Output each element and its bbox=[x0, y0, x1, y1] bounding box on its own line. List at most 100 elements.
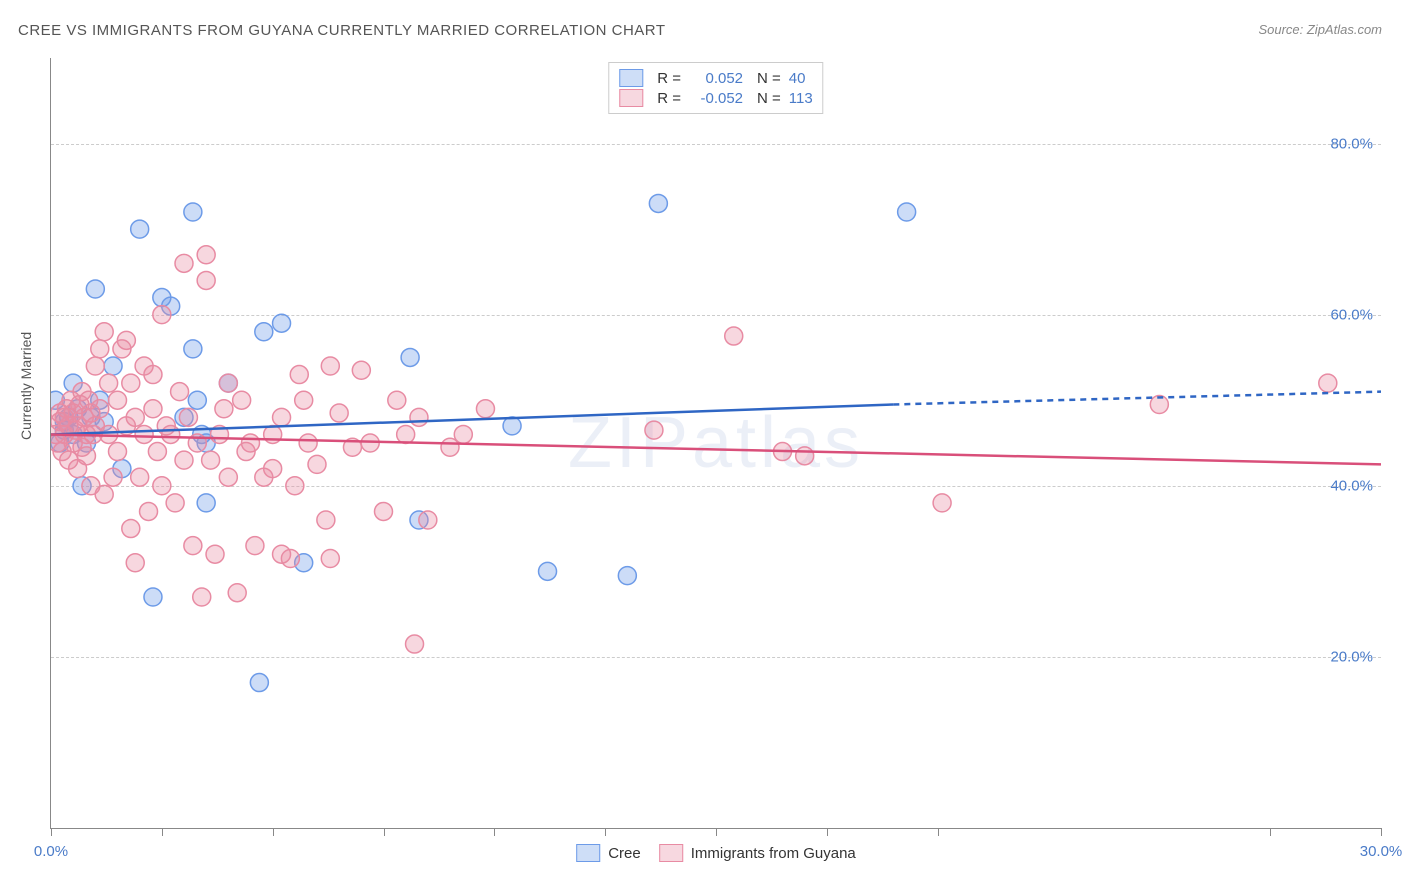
x-tick bbox=[384, 828, 385, 836]
legend-r-label: R = bbox=[657, 70, 681, 87]
y-axis-label: Currently Married bbox=[18, 332, 34, 440]
x-tick bbox=[827, 828, 828, 836]
legend-row: R = 0.052 N = 40 bbox=[619, 69, 812, 87]
legend-n-label: N = bbox=[757, 70, 781, 87]
x-tick bbox=[494, 828, 495, 836]
data-point bbox=[219, 468, 237, 486]
data-point bbox=[255, 323, 273, 341]
data-point bbox=[539, 562, 557, 580]
data-point bbox=[109, 391, 127, 409]
data-point bbox=[375, 502, 393, 520]
data-point bbox=[233, 391, 251, 409]
data-point bbox=[197, 494, 215, 512]
legend-n-label: N = bbox=[757, 90, 781, 107]
data-point bbox=[206, 545, 224, 563]
regression-line-ext bbox=[893, 392, 1381, 405]
data-point bbox=[86, 280, 104, 298]
legend-swatch bbox=[659, 844, 683, 862]
data-point bbox=[144, 366, 162, 384]
data-point bbox=[299, 434, 317, 452]
data-point bbox=[184, 537, 202, 555]
chart-title: CREE VS IMMIGRANTS FROM GUYANA CURRENTLY… bbox=[18, 22, 666, 39]
data-point bbox=[295, 391, 313, 409]
x-tick bbox=[162, 828, 163, 836]
data-point bbox=[454, 425, 472, 443]
data-point bbox=[388, 391, 406, 409]
data-point bbox=[95, 485, 113, 503]
data-point bbox=[725, 327, 743, 345]
legend-swatch bbox=[576, 844, 600, 862]
x-tick bbox=[716, 828, 717, 836]
source-attribution: Source: ZipAtlas.com bbox=[1258, 22, 1382, 37]
data-point bbox=[264, 460, 282, 478]
data-point bbox=[281, 550, 299, 568]
data-point bbox=[184, 340, 202, 358]
data-point bbox=[175, 451, 193, 469]
data-point bbox=[796, 447, 814, 465]
data-point bbox=[419, 511, 437, 529]
data-point bbox=[122, 374, 140, 392]
data-point bbox=[91, 340, 109, 358]
legend-swatch bbox=[619, 69, 643, 87]
data-point bbox=[122, 520, 140, 538]
series-name: Cree bbox=[608, 845, 641, 862]
data-point bbox=[179, 408, 197, 426]
x-tick bbox=[938, 828, 939, 836]
data-point bbox=[126, 408, 144, 426]
x-tick bbox=[1270, 828, 1271, 836]
data-point bbox=[321, 357, 339, 375]
data-point bbox=[135, 425, 153, 443]
data-point bbox=[104, 357, 122, 375]
data-point bbox=[202, 451, 220, 469]
data-point bbox=[273, 408, 291, 426]
data-point bbox=[109, 443, 127, 461]
data-point bbox=[397, 425, 415, 443]
data-point bbox=[1319, 374, 1337, 392]
series-legend: Cree Immigrants from Guyana bbox=[576, 844, 856, 862]
data-point bbox=[175, 254, 193, 272]
series-legend-item: Immigrants from Guyana bbox=[659, 844, 856, 862]
correlation-legend: R = 0.052 N = 40 R = -0.052 N = 113 bbox=[608, 62, 823, 114]
x-tick bbox=[273, 828, 274, 836]
x-tick bbox=[1381, 828, 1382, 836]
data-point bbox=[184, 203, 202, 221]
series-name: Immigrants from Guyana bbox=[691, 845, 856, 862]
data-point bbox=[140, 502, 158, 520]
data-point bbox=[290, 366, 308, 384]
x-tick bbox=[605, 828, 606, 836]
data-point bbox=[77, 447, 95, 465]
data-point bbox=[321, 550, 339, 568]
legend-n-value: 113 bbox=[789, 90, 813, 107]
legend-n-value: 40 bbox=[789, 70, 806, 87]
data-point bbox=[476, 400, 494, 418]
data-point bbox=[100, 374, 118, 392]
data-point bbox=[503, 417, 521, 435]
data-point bbox=[131, 220, 149, 238]
data-point bbox=[215, 400, 233, 418]
legend-r-value: -0.052 bbox=[689, 90, 743, 107]
data-point bbox=[273, 314, 291, 332]
data-point bbox=[317, 511, 335, 529]
data-point bbox=[197, 271, 215, 289]
data-point bbox=[131, 468, 149, 486]
data-point bbox=[228, 584, 246, 602]
data-point bbox=[153, 306, 171, 324]
data-point bbox=[171, 383, 189, 401]
data-point bbox=[166, 494, 184, 512]
series-legend-item: Cree bbox=[576, 844, 641, 862]
x-tick-label: 30.0% bbox=[1360, 843, 1403, 860]
data-point bbox=[153, 477, 171, 495]
data-point bbox=[144, 588, 162, 606]
data-point bbox=[330, 404, 348, 422]
data-point bbox=[308, 455, 326, 473]
data-point bbox=[95, 323, 113, 341]
data-point bbox=[352, 361, 370, 379]
legend-row: R = -0.052 N = 113 bbox=[619, 89, 812, 107]
x-tick bbox=[51, 828, 52, 836]
data-point bbox=[91, 400, 109, 418]
data-point bbox=[126, 554, 144, 572]
chart-plot-area: ZIPatlas R = 0.052 N = 40 R = -0.052 N =… bbox=[50, 58, 1381, 829]
data-point bbox=[406, 635, 424, 653]
data-point bbox=[410, 408, 428, 426]
data-point bbox=[188, 391, 206, 409]
